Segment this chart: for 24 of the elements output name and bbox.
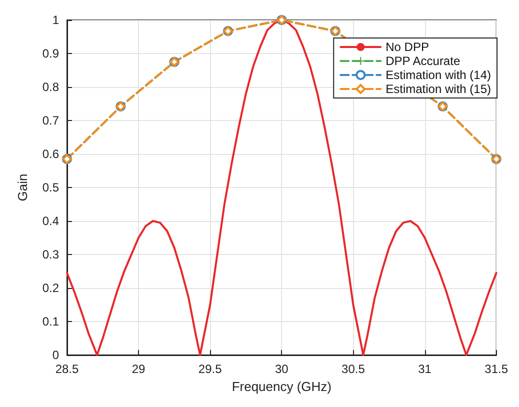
x-tick-label: 29.5: [198, 362, 222, 376]
x-axis-title: Frequency (GHz): [232, 378, 332, 394]
x-tick-label: 30.5: [342, 362, 366, 376]
legend-label: Estimation with (14): [386, 68, 492, 82]
x-tick-label: 30: [274, 362, 289, 376]
y-tick-label: 0.4: [42, 214, 60, 228]
x-tick-label: 31.5: [484, 362, 508, 376]
y-tick-label: 0.3: [42, 248, 60, 262]
y-tick-label: 0.2: [42, 281, 60, 295]
x-tick-label: 31: [418, 362, 432, 376]
y-axis-title: Gain: [15, 174, 30, 202]
y-tick-label: 0.9: [42, 46, 60, 60]
y-tick-label: 1: [52, 13, 60, 27]
legend-label: Estimation with (15): [386, 82, 492, 96]
legend-label: DPP Accurate: [386, 54, 460, 68]
y-tick-label: 0.1: [42, 314, 60, 328]
y-tick-label: 0.8: [42, 80, 60, 94]
legend-label: No DPP: [386, 40, 429, 54]
x-tick-label: 28.5: [55, 362, 79, 376]
y-tick-label: 0.6: [42, 147, 60, 161]
y-tick-label: 0: [52, 348, 60, 362]
y-tick-label: 0.5: [42, 180, 60, 194]
y-tick-label: 0.7: [42, 114, 60, 128]
x-tick-label: 29: [132, 362, 146, 376]
